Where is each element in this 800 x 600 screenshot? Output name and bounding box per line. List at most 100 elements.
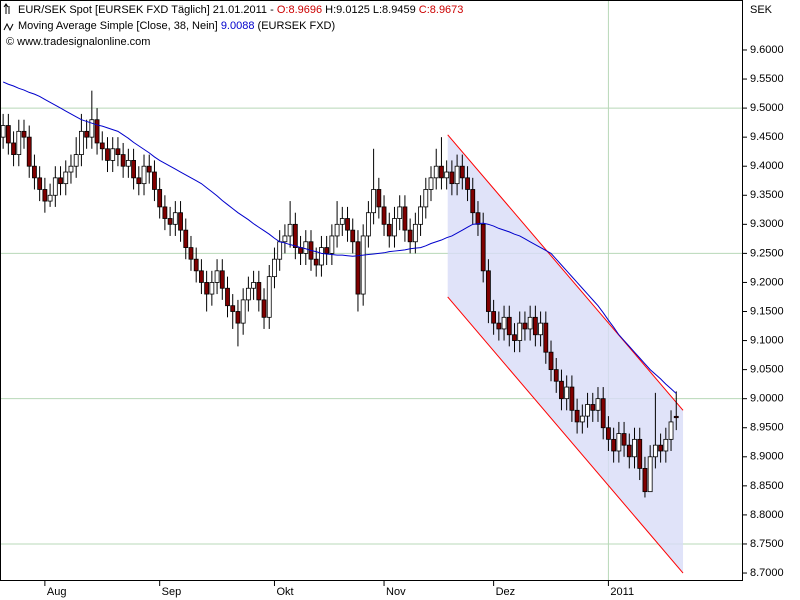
channel-line	[447, 134, 684, 411]
candle-body	[63, 171, 69, 185]
y-tick-label: 9.5000	[750, 102, 784, 114]
candle-body	[590, 404, 596, 411]
x-tick-label: Okt	[276, 586, 293, 598]
plot-frame	[0, 0, 743, 581]
candle-body	[579, 415, 585, 423]
ma-value: 9.0088	[221, 20, 255, 32]
y-tick-label: 9.2000	[750, 276, 784, 288]
candle-body	[266, 276, 272, 318]
candle-body	[225, 287, 230, 307]
candle-body	[517, 322, 523, 341]
candle-body	[574, 409, 580, 423]
candle-body	[214, 270, 220, 283]
candle-body	[282, 235, 288, 243]
candle-body	[298, 247, 303, 254]
candle-body	[527, 316, 533, 330]
candle-body	[230, 305, 236, 312]
candle-body	[0, 125, 6, 138]
x-tick-label: Nov	[386, 586, 406, 598]
candle-body	[183, 229, 189, 248]
candle-body	[412, 223, 418, 243]
candle-body	[110, 148, 116, 161]
candle-body	[313, 258, 319, 266]
candle-body	[79, 130, 84, 155]
candle-body	[402, 206, 408, 231]
candle-body	[115, 148, 121, 155]
candle-body	[5, 125, 11, 144]
candle-body	[272, 258, 277, 278]
y-tick-label: 9.3500	[750, 189, 784, 201]
candle-body	[37, 177, 43, 190]
x-tick-label: Dez	[496, 586, 516, 598]
y-tick-label: 9.6000	[750, 44, 784, 56]
candle-body	[480, 223, 486, 272]
candle-body	[632, 438, 637, 458]
moving-average-line	[2, 81, 677, 394]
candle-body	[141, 165, 147, 185]
candle-body	[329, 235, 335, 254]
candle-body	[501, 316, 507, 330]
x-tick-label: Aug	[47, 586, 67, 598]
candle-body	[334, 223, 340, 237]
candle-body	[459, 165, 465, 179]
candle-body	[167, 218, 173, 225]
candle-body	[120, 154, 126, 167]
candle-icon	[3, 3, 10, 14]
candle-body	[355, 241, 361, 295]
y-tick-label: 9.2500	[750, 247, 784, 259]
y-tick-label: 9.0500	[750, 364, 784, 376]
candle-body	[449, 171, 455, 185]
y-tick-label: 8.7500	[750, 538, 784, 550]
ma-symbol: (EURSEK FXD)	[258, 20, 336, 32]
y-tick-label: 9.0000	[750, 393, 784, 405]
candle-body	[673, 415, 679, 419]
ma-line: Moving Average Simple [Close, 38, Nein] …	[18, 20, 335, 32]
x-tick-label: 2011	[610, 586, 634, 598]
candle-body	[261, 299, 267, 318]
candle-body	[292, 223, 298, 248]
y-tick-label: 9.4000	[750, 160, 784, 172]
candle-body	[21, 130, 27, 138]
candle-body	[616, 433, 622, 452]
candle-body	[637, 438, 643, 469]
candle-body	[454, 165, 460, 185]
y-tick-label: 8.8500	[750, 480, 784, 492]
header-open: O:8.9696	[277, 4, 322, 16]
candle-body	[11, 142, 16, 155]
candle-body	[131, 160, 136, 179]
candle-body	[621, 433, 627, 446]
candle-body	[345, 218, 350, 231]
candle-body	[600, 398, 606, 429]
candle-body	[324, 247, 330, 254]
candle-body	[512, 334, 517, 341]
y-tick-label: 9.4500	[750, 131, 784, 143]
plot-area	[0, 0, 742, 580]
candle-body	[606, 427, 611, 440]
candle-body	[397, 206, 403, 219]
candle-body	[569, 386, 575, 411]
candle-body	[475, 212, 481, 225]
y-tick-label: 9.1500	[750, 305, 784, 317]
candle-body	[392, 218, 397, 237]
y-tick-label: 8.7000	[750, 567, 784, 579]
candle-body	[663, 438, 669, 452]
channel-line	[447, 296, 684, 574]
candle-body	[146, 165, 152, 173]
candle-body	[42, 189, 48, 202]
candle-body	[423, 189, 429, 208]
candle-body	[73, 154, 79, 167]
y-tick-label: 8.8000	[750, 509, 784, 521]
y-tick-label: 9.1000	[750, 334, 784, 346]
header-close: C:8.9673	[419, 4, 464, 16]
candle-body	[444, 171, 450, 179]
candle-body	[339, 218, 345, 225]
candle-body	[89, 119, 95, 138]
candle-body	[256, 282, 262, 301]
copyright: © www.tradesignalonline.com	[6, 36, 150, 48]
candle-body	[47, 194, 53, 202]
candle-body	[642, 468, 648, 493]
candle-body	[433, 165, 439, 179]
candle-body	[538, 322, 543, 336]
candle-body	[522, 322, 528, 330]
candle-body	[172, 212, 178, 225]
